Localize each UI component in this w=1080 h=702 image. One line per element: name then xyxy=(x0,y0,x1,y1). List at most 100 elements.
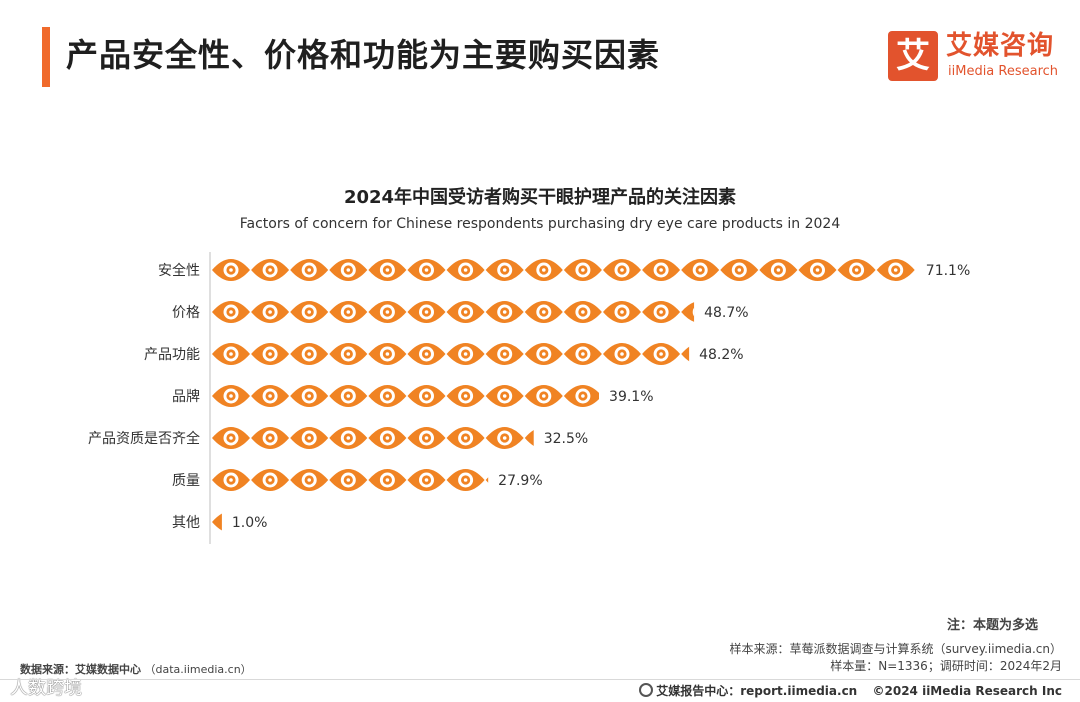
bar-6 xyxy=(212,469,489,491)
eye-icon xyxy=(251,469,290,491)
eye-icon xyxy=(212,427,250,449)
bar-1 xyxy=(212,259,915,281)
report-center-label: 艾媒报告中心： xyxy=(656,684,741,698)
chart-title: 2024年中国受访者购买干眼护理产品的关注因素 xyxy=(343,187,737,208)
eye-icon xyxy=(212,469,250,491)
eye-icon xyxy=(290,469,329,491)
eye-icon xyxy=(720,259,759,281)
eye-icon xyxy=(446,469,485,491)
bar-row-7: 其他 1.0% xyxy=(172,513,267,531)
category-label: 质量 xyxy=(172,473,200,489)
multi-choice-note: 注：本题为多选 xyxy=(946,618,1038,633)
eye-icon xyxy=(642,343,681,365)
eye-icon xyxy=(446,259,485,281)
eye-icon xyxy=(524,430,534,446)
eye-icon xyxy=(837,259,876,281)
eye-icon xyxy=(603,301,641,323)
eye-icon xyxy=(876,259,915,281)
eye-icon xyxy=(563,385,600,407)
eye-icon xyxy=(290,343,329,365)
page-title: 产品安全性、价格和功能为主要购买因素 xyxy=(66,36,661,74)
data-source: 数据来源：艾媒数据中心 （data.iimedia.cn） xyxy=(20,661,252,677)
eye-icon xyxy=(329,427,368,449)
data-label: 27.9% xyxy=(498,473,542,489)
sample-source: 样本来源：草莓派数据调查与计算系统（survey.iimedia.cn） xyxy=(729,642,1062,656)
eye-icon xyxy=(603,259,641,281)
eye-icon xyxy=(485,301,524,323)
bar-5 xyxy=(212,427,534,449)
eye-icon xyxy=(563,301,602,323)
category-label: 价格 xyxy=(172,305,200,321)
bar-row-4: 品牌 39.1% xyxy=(172,385,654,407)
eye-icon xyxy=(524,343,563,365)
eye-icon xyxy=(290,385,329,407)
eye-icon xyxy=(407,343,446,365)
category-label: 品牌 xyxy=(172,388,200,405)
bar-row-5: 产品资质是否齐全 32.5% xyxy=(88,427,588,449)
eye-icon xyxy=(485,427,524,449)
footer-divider xyxy=(0,679,1080,680)
eye-icon xyxy=(446,343,485,365)
eye-icon xyxy=(329,259,368,281)
logo-chinese-name: 艾媒咨询 xyxy=(946,31,1055,61)
eye-icon xyxy=(485,385,524,407)
eye-icon xyxy=(329,385,368,407)
bar-row-1: 安全性 71.1% xyxy=(158,259,970,281)
eye-icon xyxy=(485,477,489,483)
eye-icon xyxy=(212,385,250,407)
eye-icon xyxy=(407,469,446,491)
category-label: 产品资质是否齐全 xyxy=(88,430,200,447)
data-label: 48.2% xyxy=(699,347,743,363)
eye-icon xyxy=(329,301,368,323)
eye-icon xyxy=(251,343,290,365)
logo-english-name: iiMedia Research xyxy=(948,64,1059,79)
eye-icon xyxy=(524,301,563,323)
eye-icon xyxy=(368,385,407,407)
eye-icon xyxy=(212,301,250,323)
eye-icon xyxy=(563,259,602,281)
bar-row-3: 产品功能 48.2% xyxy=(144,343,744,365)
eye-icon xyxy=(407,427,446,449)
iimedia-logo: 艾 艾媒咨询 iiMedia Research xyxy=(888,31,1068,83)
eye-icon xyxy=(368,469,407,491)
data-source-label: 数据来源：艾媒数据中心 xyxy=(20,663,141,676)
eye-icon xyxy=(446,427,485,449)
eye-icon xyxy=(524,259,563,281)
eye-icon xyxy=(290,301,329,323)
eye-icon xyxy=(290,259,329,281)
eye-icon xyxy=(251,385,290,407)
eye-icon xyxy=(368,259,407,281)
eye-icon xyxy=(446,301,485,323)
sample-info: 样本量：N=1336；调研时间：2024年2月 xyxy=(830,659,1062,673)
data-source-url: （data.iimedia.cn） xyxy=(144,663,252,676)
logo-mark: 艾 xyxy=(888,31,938,81)
eye-icon xyxy=(368,301,407,323)
category-label: 其他 xyxy=(172,515,200,531)
eye-icon xyxy=(642,259,681,281)
eye-icon xyxy=(368,343,407,365)
report-center-link[interactable]: report.iimedia.cn xyxy=(740,684,858,698)
eye-icon xyxy=(329,343,368,365)
eye-icon xyxy=(485,259,524,281)
data-label: 71.1% xyxy=(926,263,970,279)
eye-icon xyxy=(681,259,720,281)
eye-icon xyxy=(251,427,290,449)
eye-icon xyxy=(212,513,222,531)
eye-icon xyxy=(603,343,641,365)
eye-icon xyxy=(212,259,250,281)
eye-icon xyxy=(368,427,407,449)
data-label: 32.5% xyxy=(544,431,588,447)
eye-icon xyxy=(212,343,250,365)
eye-icon xyxy=(563,343,602,365)
chart-subtitle: Factors of concern for Chinese responden… xyxy=(239,216,841,232)
eye-icon xyxy=(251,301,290,323)
eye-icon xyxy=(251,259,290,281)
report-center-icon xyxy=(639,683,654,697)
eye-icon xyxy=(407,385,446,407)
eye-icon xyxy=(446,385,485,407)
watermark: 人数跨境 xyxy=(10,678,82,699)
eye-icon xyxy=(407,301,446,323)
data-label: 39.1% xyxy=(609,389,653,405)
eye-icon xyxy=(524,385,563,407)
